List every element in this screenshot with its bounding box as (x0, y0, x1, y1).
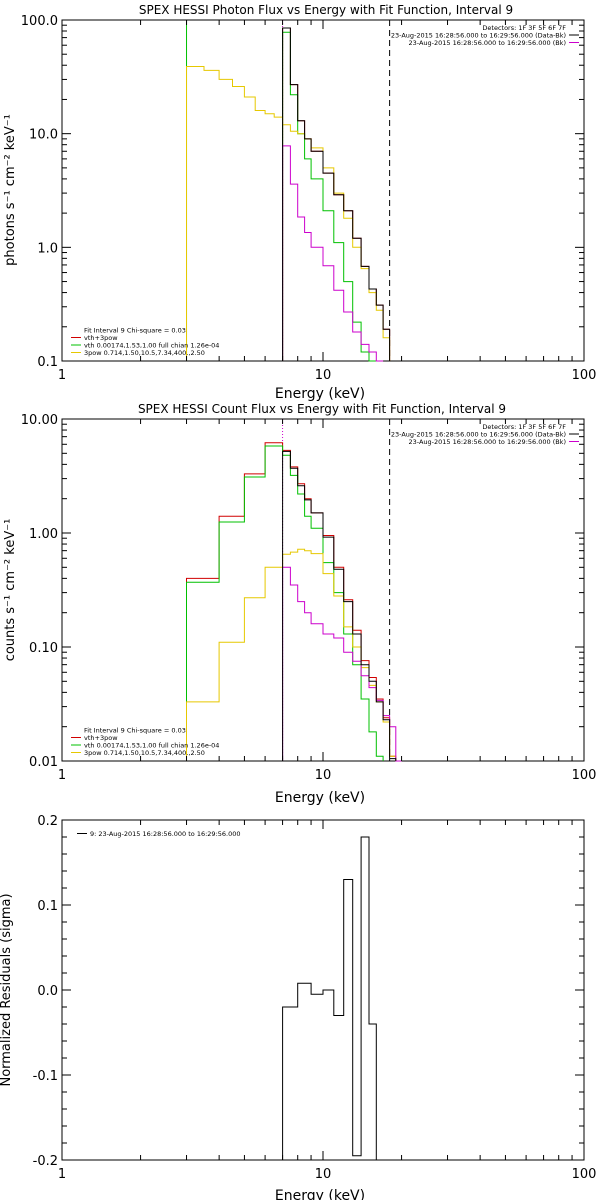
photon-flux-panel: SPEX HESSI Photon Flux vs Energy with Fi… (3, 3, 596, 402)
residuals-x-tick-label-1: 10 (315, 1167, 332, 1182)
residuals-series-0 (282, 836, 384, 1161)
photon-flux-y-tick-label-3: 100.0 (21, 14, 58, 29)
count-flux-x-tick-label-2: 100 (572, 768, 597, 783)
photon-flux-title: SPEX HESSI Photon Flux vs Energy with Fi… (139, 3, 513, 17)
photon-flux-y-tick-label-0: 0.1 (37, 355, 58, 370)
photon-flux-x-tick-label-0: 1 (58, 368, 66, 383)
count-flux-panel: SPEX HESSI Count Flux vs Energy with Fit… (3, 402, 596, 806)
residuals-y-tick-label-1: -0.1 (33, 1069, 58, 1084)
count-flux-series-0 (186, 442, 397, 761)
residuals-x-axis-label: Energy (keV) (275, 1188, 365, 1200)
count-flux-x-axis-label: Energy (keV) (275, 790, 365, 806)
count-flux-legend-entry-legend_top_right-1: 23-Aug-2015 16:28:56.000 to 16:29:56.000… (391, 431, 566, 439)
count-flux-legend-entry-legend_top_right-2: 23-Aug-2015 16:28:56.000 to 16:29:56.000… (409, 438, 566, 446)
count-flux-series-2 (186, 548, 397, 761)
photon-flux-legend-entry-legend_top_right-1: 23-Aug-2015 16:28:56.000 to 16:29:56.000… (391, 32, 566, 40)
count-flux-legend-entry-legend_bottom_left-3: 3pow 0.714,1.50,10.5,7.34,400.,2.50 (84, 749, 205, 757)
residuals-y-axis-label: Normalized Residuals (sigma) (0, 893, 14, 1086)
photon-flux-legend-entry-legend_bottom_left-2: vth 0.00174,1.53,1.00 full chian 1.26e-0… (84, 342, 219, 350)
photon-flux-legend-entry-legend_bottom_left-1: vth+3pow (84, 334, 118, 342)
photon-flux-legend-entry-legend_bottom_left-0: Fit Interval 9 Chi-square = 0.03 (84, 327, 186, 335)
residuals-x-tick-label-0: 1 (58, 1167, 66, 1182)
photon-flux-legend-entry-legend_bottom_left-3: 3pow 0.714,1.50,10.5,7.34,400.,2.50 (84, 349, 205, 357)
photon-flux-legend-entry-legend_top_right-0: Detectors: 1F 3F 5F 6F 7F (482, 24, 566, 32)
photon-flux-series-4 (282, 27, 391, 361)
count-flux-plot-frame (61, 418, 585, 762)
residuals-y-tick-label-2: 0.0 (37, 984, 58, 999)
count-flux-series-4 (282, 450, 397, 761)
count-flux-title: SPEX HESSI Count Flux vs Energy with Fit… (138, 402, 506, 416)
count-flux-series-1 (186, 445, 384, 761)
count-flux-y-tick-label-1: 0.10 (29, 641, 58, 656)
residuals-y-tick-label-3: 0.1 (37, 899, 58, 914)
residuals-x-tick-label-2: 100 (572, 1167, 597, 1182)
photon-flux-y-tick-label-2: 10.0 (29, 128, 58, 143)
photon-flux-x-axis-label: Energy (keV) (275, 386, 365, 402)
count-flux-y-tick-label-0: 0.01 (29, 755, 58, 770)
photon-flux-x-tick-label-1: 10 (315, 368, 332, 383)
photon-flux-x-tick-label-2: 100 (572, 368, 597, 383)
photon-flux-series-3 (282, 145, 384, 362)
residuals-y-tick-label-0: -0.2 (33, 1154, 58, 1169)
residuals-legend-entry-legend_top_left-0: 9: 23-Aug-2015 16:28:56.000 to 16:29:56.… (90, 830, 241, 838)
photon-flux-legend-entry-legend_top_right-2: 23-Aug-2015 16:28:56.000 to 16:29:56.000… (409, 39, 566, 47)
count-flux-y-axis-label: counts s⁻¹ cm⁻² keV⁻¹ (3, 519, 18, 662)
residuals-panel: 1 10 100 -0.2 -0.1 0.0 0.1 0.2 9: 23-Aug-2015 1… (0, 814, 596, 1200)
photon-flux-series-2 (186, 66, 391, 361)
count-flux-y-tick-label-2: 1.00 (29, 527, 58, 542)
count-flux-x-tick-label-1: 10 (315, 768, 332, 783)
count-flux-legend-entry-legend_bottom_left-0: Fit Interval 9 Chi-square = 0.03 (84, 727, 186, 735)
count-flux-y-tick-label-3: 10.00 (21, 413, 58, 428)
photon-flux-series-1 (282, 31, 377, 362)
photon-flux-y-axis-label: photons s⁻¹ cm⁻² keV⁻¹ (3, 114, 18, 266)
photon-flux-y-tick-label-1: 1.0 (37, 241, 58, 256)
count-flux-x-tick-label-0: 1 (58, 768, 66, 783)
count-flux-legend-entry-legend_top_right-0: Detectors: 1F 3F 5F 6F 7F (482, 423, 566, 431)
residuals-y-tick-label-4: 0.2 (37, 814, 58, 829)
count-flux-legend-entry-legend_bottom_left-2: vth 0.00174,1.53,1.00 full chian 1.26e-0… (84, 742, 219, 750)
count-flux-legend-entry-legend_bottom_left-1: vth+3pow (84, 734, 118, 742)
